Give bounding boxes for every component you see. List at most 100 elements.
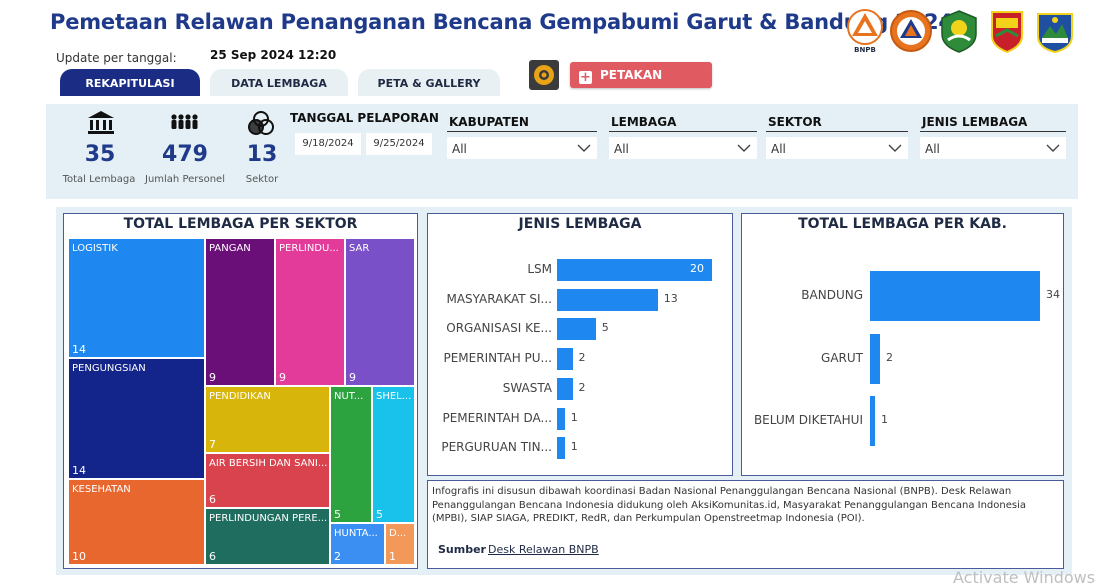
treemap-cell-label: D... xyxy=(389,528,407,539)
bar[interactable] xyxy=(557,288,658,311)
treemap-cell-label: PENDIDIKAN xyxy=(209,391,271,402)
filter-kabupaten-value: All xyxy=(452,142,467,156)
filter-jenis-lembaga-select[interactable]: All xyxy=(920,137,1066,159)
treemap-cell-label: PERLINDU... xyxy=(279,243,339,254)
treemap-cell-hunta[interactable]: HUNTA... 2 xyxy=(330,523,385,565)
kpi-total-lembaga-value: 35 xyxy=(84,142,116,167)
treemap-cell-logistik[interactable]: LOGISTIK 14 xyxy=(68,238,205,358)
treemap-cell-value: 9 xyxy=(209,371,216,384)
institution-icon xyxy=(88,111,114,134)
bar-value: 2 xyxy=(578,351,586,365)
jenis-lembaga-card: JENIS LEMBAGA LSM 20 MASYARAKAT SI... 13 ORG… xyxy=(427,213,733,476)
bar-value: 13 xyxy=(663,291,678,305)
treemap-cell-shel[interactable]: SHEL... 5 xyxy=(372,386,415,523)
bandung-logo xyxy=(1037,13,1073,54)
treemap-cell-value: 14 xyxy=(72,464,86,477)
filter-lembaga-value: All xyxy=(614,142,629,156)
kpi-sektor-value: 13 xyxy=(246,142,278,167)
filter-lembaga-title: LEMBAGA xyxy=(611,115,677,129)
tab-data-lembaga[interactable]: DATA LEMBAGA xyxy=(210,69,348,96)
treemap-cell-nut[interactable]: NUT... 5 xyxy=(330,386,372,523)
bar[interactable] xyxy=(870,271,1040,321)
treemap-cell-label: LOGISTIK xyxy=(72,243,118,254)
filter-sektor-underline xyxy=(766,131,908,132)
bar-value: 20 xyxy=(690,262,704,275)
bar-label: PEMERINTAH PU... xyxy=(443,351,552,366)
lembaga-per-kab-bars: BANDUNG 34 GARUT 2 BELUM DIKETAHUI 1 xyxy=(742,214,1065,477)
bar-label: BANDUNG xyxy=(801,288,863,302)
garut-logo xyxy=(991,11,1023,54)
bnpb-logo: BNPB xyxy=(847,9,883,54)
bar-label: GARUT xyxy=(821,350,863,365)
bar[interactable] xyxy=(557,348,573,371)
kpi-jumlah-personel-label: Jumlah Personel xyxy=(145,174,225,185)
filter-kabupaten-underline xyxy=(447,131,597,132)
treemap-cell-value: 5 xyxy=(334,508,341,521)
treemap-cell-d[interactable]: D... 1 xyxy=(385,523,415,565)
bar-label: SWASTA xyxy=(502,380,552,395)
treemap-cell-pangan[interactable]: PANGAN 9 xyxy=(205,238,275,386)
tab-peta-gallery[interactable]: PETA & GALLERY xyxy=(358,69,500,96)
chevron-down-icon xyxy=(1046,144,1060,152)
treemap-cell-label: PENGUNGSIAN xyxy=(72,363,146,374)
source-link[interactable]: Desk Relawan BNPB xyxy=(488,543,599,556)
tab-rekapitulasi[interactable]: REKAPITULASI xyxy=(60,69,200,96)
bar[interactable] xyxy=(870,333,880,384)
petakan-aksimu-button[interactable]: + PETAKAN AKSIMU xyxy=(570,62,712,108)
sector-circles-icon xyxy=(248,111,274,135)
treemap-cell-label: HUNTA... xyxy=(334,528,378,539)
date-end-input[interactable]: 9/25/2024 xyxy=(366,133,432,155)
bar[interactable] xyxy=(557,377,573,400)
people-icon xyxy=(171,114,198,129)
treemap-card: TOTAL LEMBAGA PER SEKTOR LOGISTIK 14 PENGU… xyxy=(63,213,418,569)
bar[interactable] xyxy=(557,318,596,341)
filter-kabupaten-select[interactable]: All xyxy=(447,137,597,159)
page-title: Pemetaan Relawan Penanganan Bencana Gemp… xyxy=(50,10,953,34)
filter-jenis-lembaga-underline xyxy=(920,131,1066,132)
update-timestamp: 25 Sep 2024 12:20 xyxy=(210,48,337,62)
treemap-cell-value: 9 xyxy=(279,371,286,384)
plus-icon: + xyxy=(579,70,592,85)
treemap-cell-value: 2 xyxy=(334,550,341,563)
info-text: Infografis ini disusun dibawah koordinas… xyxy=(432,486,1027,524)
treemap-cell-perlindungan-pere[interactable]: PERLINDUNGAN PERE... 6 xyxy=(205,508,330,565)
lembaga-per-kab-card: TOTAL LEMBAGA PER KAB. BANDUNG 34 GARUT 2 BE… xyxy=(741,213,1064,476)
bar-label: PERGURUAN TIN... xyxy=(441,440,552,455)
bar-value: 1 xyxy=(570,410,578,424)
bar[interactable] xyxy=(557,437,565,460)
treemap-cell-air-bersih-dan-sani[interactable]: AIR BERSIH DAN SANI... 6 xyxy=(205,453,330,508)
info-card xyxy=(427,480,1064,569)
windows-activation-watermark: Activate Windows xyxy=(953,568,1096,587)
treemap-cell-sar[interactable]: SAR 9 xyxy=(345,238,415,386)
treemap-cell-perlindu[interactable]: PERLINDU... 9 xyxy=(275,238,345,386)
bnpb-logo-text: BNPB xyxy=(854,46,876,54)
filter-sektor-value: All xyxy=(771,142,786,156)
treemap-cell-label: KESEHATAN xyxy=(72,484,131,495)
bar[interactable] xyxy=(557,407,565,430)
source-label: Sumber xyxy=(438,543,486,556)
jabar-logo xyxy=(941,10,977,53)
chevron-down-icon xyxy=(577,144,591,152)
filter-lembaga-select[interactable]: All xyxy=(609,137,757,159)
treemap-cell-value: 9 xyxy=(349,371,356,384)
bar-label: LSM xyxy=(527,262,552,276)
bpbd-logo xyxy=(890,10,932,52)
bar[interactable] xyxy=(557,259,712,281)
filter-jenis-lembaga-value: All xyxy=(925,142,940,156)
date-start-input[interactable]: 9/18/2024 xyxy=(295,133,361,155)
filter-sektor-select[interactable]: All xyxy=(766,137,908,159)
bar-value: 5 xyxy=(601,321,609,335)
treemap-cell-value: 6 xyxy=(209,550,216,563)
bar[interactable] xyxy=(870,396,875,446)
treemap-cell-kesehatan[interactable]: KESEHATAN 10 xyxy=(68,479,205,565)
treemap-title: TOTAL LEMBAGA PER SEKTOR xyxy=(123,216,358,232)
aksimu-logo-icon[interactable] xyxy=(529,60,559,90)
update-label: Update per tanggal: xyxy=(56,51,177,65)
treemap-cell-pengungsian[interactable]: PENGUNGSIAN 14 xyxy=(68,358,205,479)
treemap-cell-pendidikan[interactable]: PENDIDIKAN 7 xyxy=(205,386,330,453)
treemap-area: LOGISTIK 14 PENGUNGSIAN 14 KESEHATAN 10 PANGAN… xyxy=(68,238,415,565)
bar-value: 2 xyxy=(886,350,893,364)
bar-value: 34 xyxy=(1046,288,1060,301)
bar-value: 1 xyxy=(881,413,888,426)
treemap-cell-value: 1 xyxy=(389,550,396,563)
